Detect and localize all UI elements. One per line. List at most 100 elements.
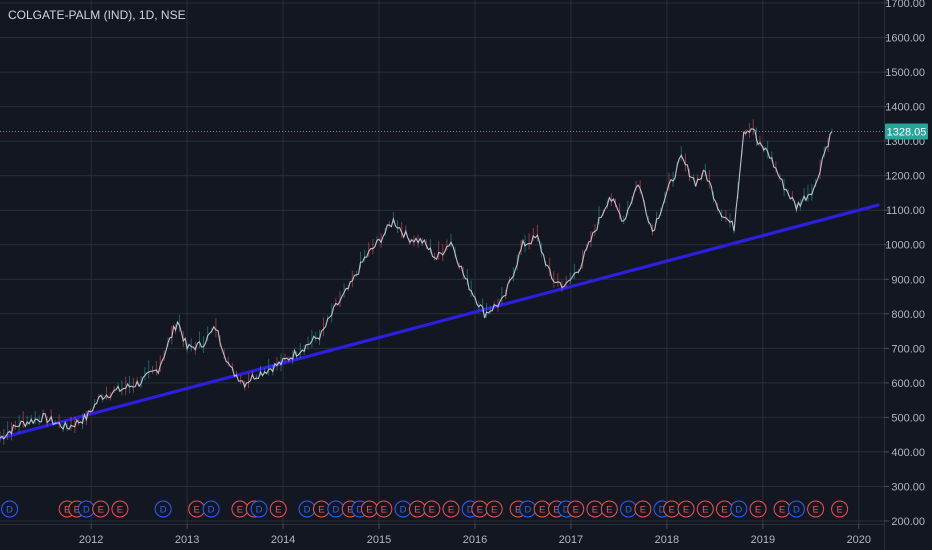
event-label: E <box>683 505 689 516</box>
earnings-marker[interactable]: E <box>807 500 825 518</box>
y-tick-label: 1200.00 <box>885 171 925 183</box>
event-label: E <box>117 505 123 516</box>
dividend-marker[interactable]: D <box>154 500 172 518</box>
earnings-marker[interactable]: E <box>188 500 206 518</box>
dividend-marker[interactable]: D <box>394 500 412 518</box>
y-tick-label: 700.00 <box>891 343 925 355</box>
event-label: E <box>74 505 80 516</box>
event-label: E <box>669 505 675 516</box>
y-axis: 1700.001600.001500.001400.001300.001200.… <box>884 0 925 550</box>
dividend-marker[interactable]: D <box>298 500 316 518</box>
event-label: D <box>524 505 531 516</box>
y-tick-label: 1700.00 <box>885 0 925 10</box>
earnings-marker[interactable]: E <box>696 500 714 518</box>
event-label: E <box>640 505 646 516</box>
earnings-marker[interactable]: E <box>773 500 791 518</box>
earnings-marker[interactable]: E <box>634 500 652 518</box>
earnings-marker[interactable]: E <box>586 500 604 518</box>
event-label: E <box>477 505 483 516</box>
earnings-marker[interactable]: E <box>92 500 110 518</box>
event-circle <box>600 500 618 518</box>
earnings-marker[interactable]: E <box>375 500 393 518</box>
event-label: E <box>721 505 727 516</box>
dividend-marker[interactable]: D <box>519 500 537 518</box>
event-label: E <box>414 505 420 516</box>
event-circle <box>92 500 110 518</box>
earnings-marker[interactable]: E <box>360 500 378 518</box>
event-label: E <box>429 505 435 516</box>
event-label: E <box>755 505 761 516</box>
price-series-layer <box>0 119 833 445</box>
event-circle <box>250 500 268 518</box>
event-label: D <box>467 505 474 516</box>
event-label: E <box>64 505 70 516</box>
trendline-layer <box>0 203 880 440</box>
earnings-marker[interactable]: E <box>269 500 287 518</box>
event-label: D <box>208 505 215 516</box>
y-tick-label: 600.00 <box>891 378 925 390</box>
event-circle <box>677 500 695 518</box>
support-trendline[interactable] <box>0 203 880 440</box>
event-label: E <box>318 505 324 516</box>
event-circle <box>567 500 585 518</box>
earnings-marker[interactable]: E <box>715 500 733 518</box>
event-label: D <box>659 505 666 516</box>
event-circle <box>375 500 393 518</box>
event-label: D <box>563 505 570 516</box>
event-label: E <box>237 505 243 516</box>
event-label: D <box>83 505 90 516</box>
earnings-marker[interactable]: E <box>408 500 426 518</box>
x-tick-label: 2015 <box>367 534 391 546</box>
event-label: E <box>573 505 579 516</box>
event-label: E <box>275 505 281 516</box>
dividend-marker[interactable]: D <box>787 500 805 518</box>
event-circle <box>269 500 287 518</box>
earnings-marker[interactable]: E <box>442 500 460 518</box>
event-circle <box>485 500 503 518</box>
earnings-marker[interactable]: E <box>312 500 330 518</box>
event-label: D <box>625 505 632 516</box>
x-tick-label: 2012 <box>79 534 103 546</box>
y-tick-label: 1100.00 <box>886 205 925 217</box>
symbol-title[interactable]: COLGATE-PALM (IND), 1D, NSE <box>8 8 186 22</box>
event-circle <box>807 500 825 518</box>
event-label: D <box>793 505 800 516</box>
dividend-marker[interactable]: D <box>250 500 268 518</box>
event-label: E <box>347 505 353 516</box>
x-tick-label: 2017 <box>559 534 583 546</box>
dividend-marker[interactable]: D <box>730 500 748 518</box>
earnings-marker[interactable]: E <box>567 500 585 518</box>
earnings-marker[interactable]: E <box>749 500 767 518</box>
earnings-marker[interactable]: E <box>663 500 681 518</box>
event-circle <box>111 500 129 518</box>
x-axis: 2012 2013 2014 2015 2016 2017 2018 2019 2020 <box>0 524 884 546</box>
dividend-marker[interactable]: D <box>1 500 19 518</box>
event-label: D <box>160 505 167 516</box>
event-label: E <box>98 505 104 516</box>
events-layer: DEEDEEDEDEEDEDEDEDEEDEEEDEEEDEEDEEEDEDEE… <box>1 500 849 518</box>
earnings-marker[interactable]: E <box>677 500 695 518</box>
earnings-marker[interactable]: E <box>471 500 489 518</box>
event-circle <box>1 500 19 518</box>
event-label: E <box>592 505 598 516</box>
earnings-marker[interactable]: E <box>831 500 849 518</box>
dividend-marker[interactable]: D <box>77 500 95 518</box>
earnings-marker[interactable]: E <box>111 500 129 518</box>
event-circle <box>442 500 460 518</box>
event-circle <box>634 500 652 518</box>
y-tick-label: 1000.00 <box>885 240 925 252</box>
earnings-marker[interactable]: E <box>423 500 441 518</box>
dividend-marker[interactable]: D <box>202 500 220 518</box>
earnings-marker[interactable]: E <box>231 500 249 518</box>
earnings-marker[interactable]: E <box>533 500 551 518</box>
event-label: E <box>381 505 387 516</box>
y-tick-label: 800.00 <box>891 309 925 321</box>
dividend-marker[interactable]: D <box>327 500 345 518</box>
event-circle <box>423 500 441 518</box>
current-price-label: 1328.05 <box>887 126 927 138</box>
dividend-marker[interactable]: D <box>620 500 638 518</box>
earnings-marker[interactable]: E <box>600 500 618 518</box>
earnings-marker[interactable]: E <box>485 500 503 518</box>
